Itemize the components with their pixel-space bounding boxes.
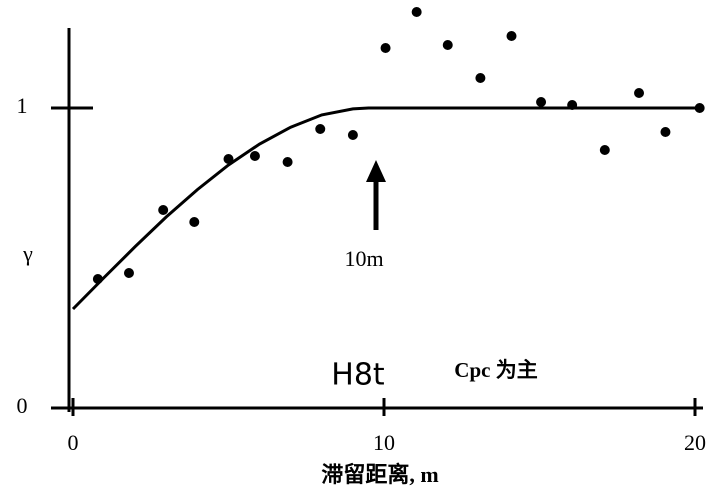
data-point [380, 43, 391, 53]
data-point [158, 205, 169, 215]
data-point [442, 40, 453, 50]
fit-line [71, 106, 695, 311]
data-point [506, 31, 517, 41]
data-point [189, 217, 200, 227]
data-point [599, 145, 610, 155]
arrow-head [366, 160, 386, 182]
data-point [411, 7, 422, 17]
y-axis-label: γ [22, 241, 33, 266]
data-point [347, 130, 358, 140]
annotation: 10m [344, 246, 383, 271]
x-tick-label: 20 [684, 430, 706, 455]
data-point [660, 127, 671, 137]
y-tick-label: 0 [17, 393, 28, 418]
x-tick-label: 0 [68, 430, 79, 455]
data-point [475, 73, 486, 83]
annotation: H8t [331, 358, 385, 393]
x-axis-label: 滞留距离, m [321, 462, 438, 487]
y-tick-label: 1 [17, 93, 28, 118]
data-point [123, 268, 134, 278]
data-point [536, 97, 547, 107]
data-point [249, 151, 260, 161]
data-point [634, 88, 645, 98]
annotation: Cpc 为主 [454, 358, 537, 382]
data-point [223, 154, 234, 164]
data-point [315, 124, 326, 134]
data-point [694, 103, 705, 113]
x-tick-label: 10 [373, 430, 395, 455]
data-point [282, 157, 293, 167]
